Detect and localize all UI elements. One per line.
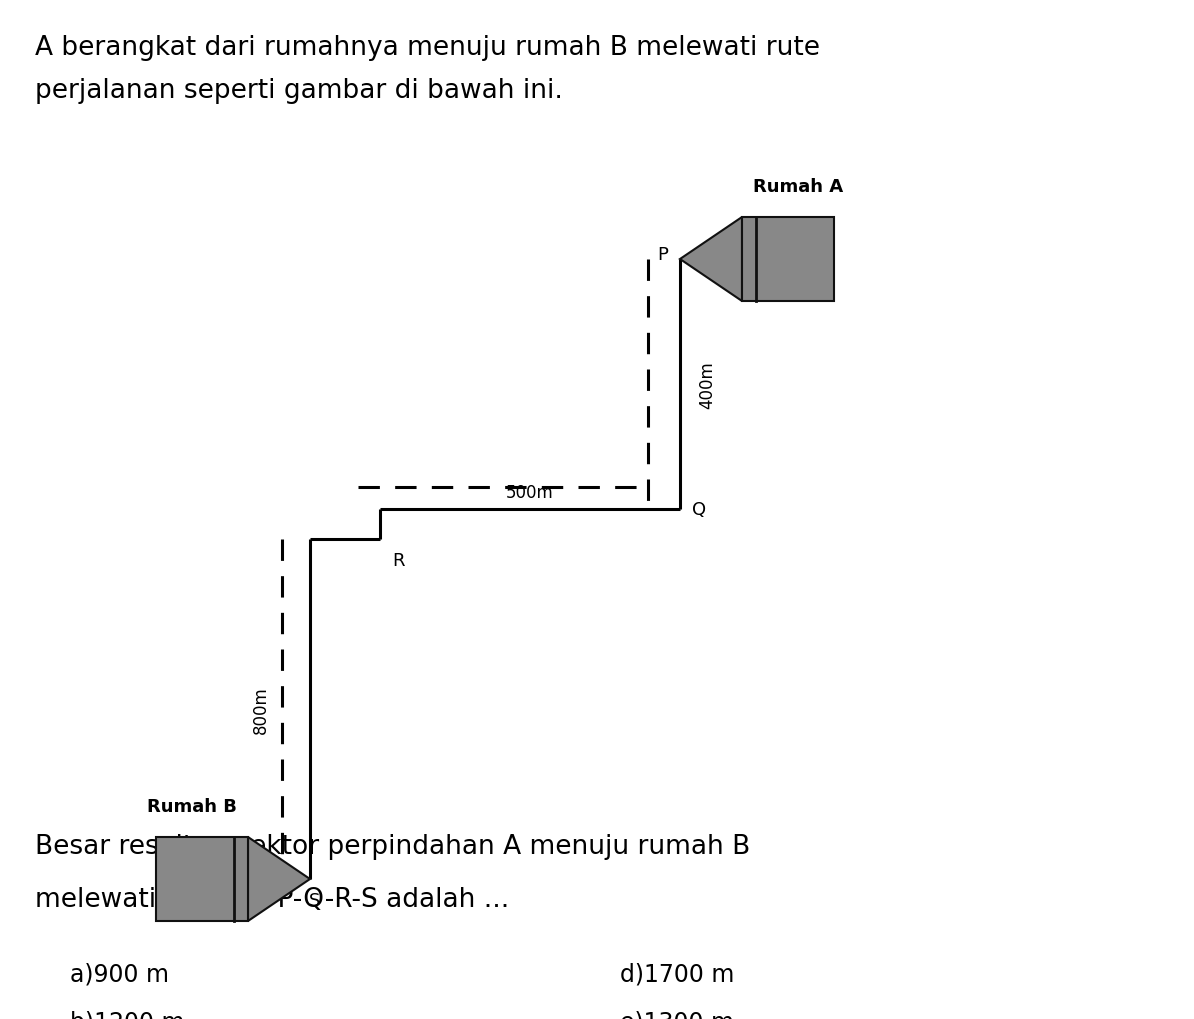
Text: Rumah A: Rumah A xyxy=(753,178,843,196)
Text: Besar resultan vektor perpindahan A menuju rumah B: Besar resultan vektor perpindahan A menu… xyxy=(35,834,750,859)
Text: e)1300 m: e)1300 m xyxy=(620,1010,734,1019)
Text: Q: Q xyxy=(693,500,706,519)
Text: a)900 m: a)900 m xyxy=(70,962,170,986)
Text: R: R xyxy=(392,551,405,570)
Text: d)1700 m: d)1700 m xyxy=(620,962,734,986)
Bar xyxy=(741,218,833,302)
Text: 400m: 400m xyxy=(698,361,716,409)
Text: S: S xyxy=(309,892,321,909)
Text: 800m: 800m xyxy=(252,686,270,733)
Bar xyxy=(156,838,248,921)
Text: perjalanan seperti gambar di bawah ini.: perjalanan seperti gambar di bawah ini. xyxy=(35,77,562,104)
Polygon shape xyxy=(248,838,310,921)
Polygon shape xyxy=(681,218,741,302)
Text: melewati lintasan P-Q-R-S adalah ...: melewati lintasan P-Q-R-S adalah ... xyxy=(35,887,510,912)
Text: A berangkat dari rumahnya menuju rumah B melewati rute: A berangkat dari rumahnya menuju rumah B… xyxy=(35,35,820,61)
Text: 500m: 500m xyxy=(506,484,554,501)
Text: Rumah B: Rumah B xyxy=(147,797,236,815)
Text: P: P xyxy=(657,246,667,264)
Text: b)1200 m: b)1200 m xyxy=(70,1010,185,1019)
